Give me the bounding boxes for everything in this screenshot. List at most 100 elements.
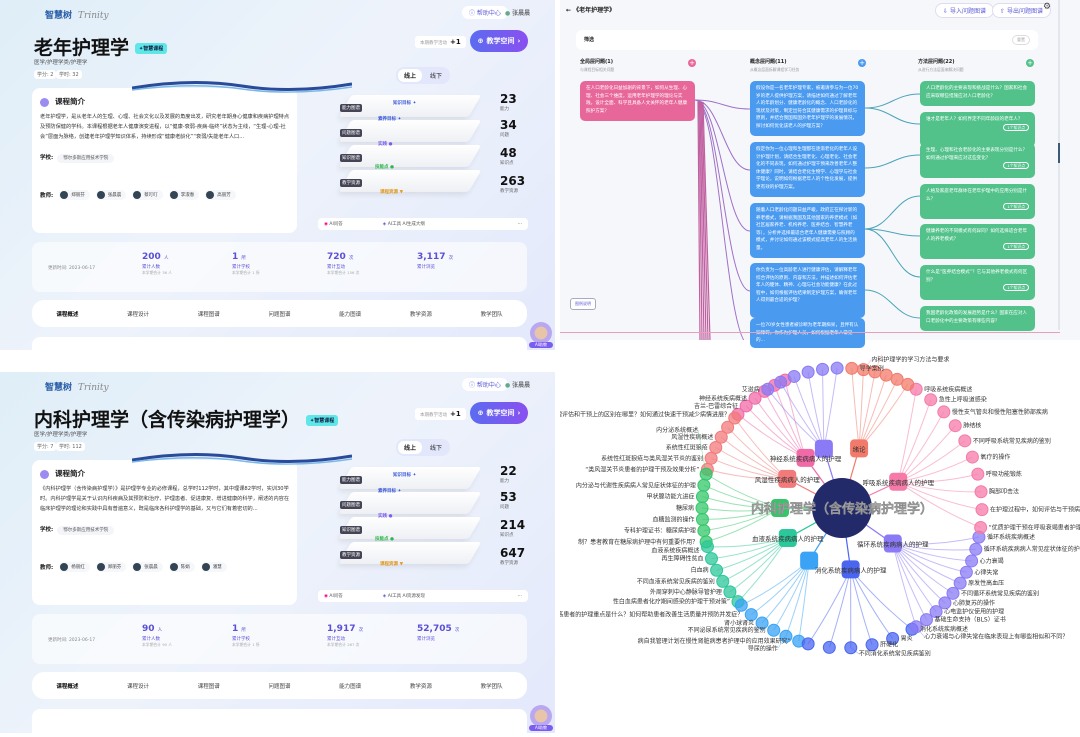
user-menu[interactable]: ● 张晨晨 <box>505 380 530 389</box>
layer-node[interactable]: 课程资源 ▼ <box>380 189 403 195</box>
more-icon[interactable]: ··· <box>518 222 522 227</box>
concept-question-card[interactable]: 一位70岁女性患者被诊断为老年期痴呆，且伴有认知障碍，你作为护理人员，如何根据老… <box>750 318 865 348</box>
method-question-card[interactable]: 生理、心理和社会老龄化的主要表现分别是什么？如何通过护理来应对这些变化？1个知识… <box>920 143 1035 178</box>
layer-node[interactable]: 知识目标 ✦ <box>393 100 416 106</box>
leaf-node[interactable] <box>724 586 736 598</box>
concept-question-card[interactable]: 假定你为一位心理和生理都在逐渐老化的老年人设计护理计划，请结合生理老化、心理老化… <box>750 142 865 197</box>
leaf-node[interactable] <box>920 614 932 626</box>
tab-item[interactable]: 问题图谱 <box>268 310 290 318</box>
leaf-node[interactable] <box>802 366 814 378</box>
tab-item[interactable]: 教学资源 <box>410 310 432 318</box>
leaf-node[interactable] <box>802 638 814 650</box>
layer-node[interactable]: 素养目标 ✦ <box>378 116 401 122</box>
method-question-card[interactable]: 健康养老的不同模式有何异同？如何选择适合老年人的养老模式？1个知识点 <box>920 224 1035 259</box>
intro-tab[interactable]: 课程简介 <box>40 468 85 479</box>
online-offline-toggle[interactable]: 线上线下 <box>396 439 450 456</box>
ai-assistant-avatar[interactable] <box>530 705 552 727</box>
tab-item[interactable]: 能力图谱 <box>339 310 361 318</box>
leaf-node[interactable] <box>775 376 787 388</box>
tab-item[interactable]: 课程设计 <box>127 310 149 318</box>
ai-assistant-label[interactable]: AI助教 <box>529 725 553 731</box>
leaf-node[interactable] <box>925 394 937 406</box>
layer-node[interactable]: 实践 ● <box>378 141 393 147</box>
school-name[interactable]: 鄂尔多斯应用技术学院 <box>57 154 114 163</box>
layer-node[interactable]: 实践 ● <box>378 513 393 519</box>
teacher-chip[interactable]: 张晨晨 <box>132 562 163 572</box>
leaf-node[interactable] <box>866 639 878 651</box>
layer-node[interactable]: 技能点 ● <box>375 536 394 542</box>
ai-assistant-avatar[interactable] <box>530 322 552 344</box>
help-center-button[interactable]: ⓘ 帮助中心 <box>462 378 508 391</box>
add-question-button[interactable]: + <box>688 59 696 67</box>
method-question-card[interactable]: 谁才是老年人？如何界定不同年龄段的老年人？1个知识点 <box>920 112 1035 147</box>
user-menu[interactable]: ● 张晨晨 <box>505 8 530 17</box>
leaf-node[interactable] <box>831 362 843 374</box>
leaf-node[interactable] <box>966 555 978 567</box>
add-question-button[interactable]: + <box>858 59 866 67</box>
scrollbar[interactable] <box>1058 0 1060 330</box>
leaf-node[interactable] <box>976 504 988 516</box>
leaf-node[interactable] <box>817 363 829 375</box>
knowledge-tag[interactable]: 1个知识点 <box>1003 243 1029 250</box>
leaf-node[interactable] <box>705 452 717 464</box>
teacher-chip[interactable]: 杨丽红 <box>59 562 90 572</box>
leaf-node[interactable] <box>938 406 950 418</box>
legend-button[interactable]: 图例说明 <box>570 298 596 310</box>
leaf-node[interactable] <box>735 599 747 611</box>
knowledge-tag[interactable]: 1个知识点 <box>1003 162 1029 169</box>
method-question-card[interactable]: 人格及家庭老年群体在老年护理中的应用分别是什么？1个知识点 <box>920 184 1035 219</box>
leaf-node[interactable] <box>698 525 710 537</box>
teacher-chip[interactable]: 蔡叮叮 <box>132 190 163 200</box>
leaf-node[interactable] <box>960 566 972 578</box>
method-question-card[interactable]: 什么是“医养结合模式”？它与其他养老模式有何区别？1个知识点 <box>920 265 1035 300</box>
toggle-offline[interactable]: 线下 <box>424 69 448 82</box>
toggle-online[interactable]: 线上 <box>398 69 422 82</box>
layer-node[interactable]: 技能点 ● <box>375 164 394 170</box>
tab-item[interactable]: 教学团队 <box>481 310 503 318</box>
leaf-node[interactable] <box>729 412 741 424</box>
online-offline-toggle[interactable]: 线上线下 <box>396 67 450 84</box>
teacher-chip[interactable]: 高丽芳 <box>205 190 236 200</box>
add-question-button[interactable]: + <box>1026 59 1034 67</box>
tab-item[interactable]: 教学资源 <box>410 682 432 690</box>
leaf-node[interactable] <box>975 521 987 533</box>
knowledge-tag[interactable]: 1个知识点 <box>1003 124 1029 131</box>
leaf-node[interactable] <box>846 362 858 374</box>
ai-assistant-label[interactable]: AI助教 <box>529 342 553 348</box>
method-question-card[interactable]: 人口老龄化的主要表现和挑战是什么？国家和社会应采取哪些措施应对人口老龄化？ <box>920 81 1035 106</box>
ai-tool-button[interactable]: ◈ AI工具 AI资源发现 <box>383 593 425 599</box>
method-question-card[interactable]: 我国老龄化政策的发展趋势是什么？国家在应对人口老龄化中的主要政策有哪些内容？ <box>920 306 1035 331</box>
leaf-node[interactable] <box>745 609 757 621</box>
leaf-node[interactable] <box>696 502 708 514</box>
teacher-chip[interactable]: 郑丽芬 <box>59 190 90 200</box>
layer-node[interactable]: 素养目标 ✦ <box>378 488 401 494</box>
leaf-node[interactable] <box>954 577 966 589</box>
leaf-node[interactable] <box>768 624 780 636</box>
intro-tab[interactable]: 课程简介 <box>40 96 85 107</box>
leaf-node[interactable] <box>696 491 708 503</box>
leaf-node[interactable] <box>947 587 959 599</box>
leaf-node[interactable] <box>972 468 984 480</box>
teacher-chip[interactable]: 陈娟 <box>169 562 195 572</box>
tab-item[interactable]: 问题图谱 <box>268 682 290 690</box>
tab-item[interactable]: 课程图谱 <box>198 682 220 690</box>
leaf-node[interactable] <box>823 641 835 653</box>
concept-question-card[interactable]: 假设你是一名老年护理专家，被邀请参与为一位70岁的老人提供护理方案，请描述如何通… <box>750 81 865 136</box>
global-question-card[interactable]: 在人口老龄化日益加剧的背景下，如何从生理、心理、社会三个维度，运用老年护理学的理… <box>580 81 695 121</box>
mindmap-canvas[interactable]: 理评估和干预上的区别在哪里？如何通过快速干预减少病情进展？吉兰-巴雷综合征神经系… <box>560 355 1080 733</box>
ai-qa-button[interactable]: ◉ AI问答 <box>324 593 343 599</box>
ai-qa-button[interactable]: ◉ AI问答 <box>324 221 343 227</box>
tab-item[interactable]: 课程图谱 <box>198 310 220 318</box>
leaf-node[interactable] <box>711 564 723 576</box>
toggle-online[interactable]: 线上 <box>398 441 422 454</box>
tab-item[interactable]: 能力图谱 <box>339 682 361 690</box>
tab-item[interactable]: 课程设计 <box>127 682 149 690</box>
